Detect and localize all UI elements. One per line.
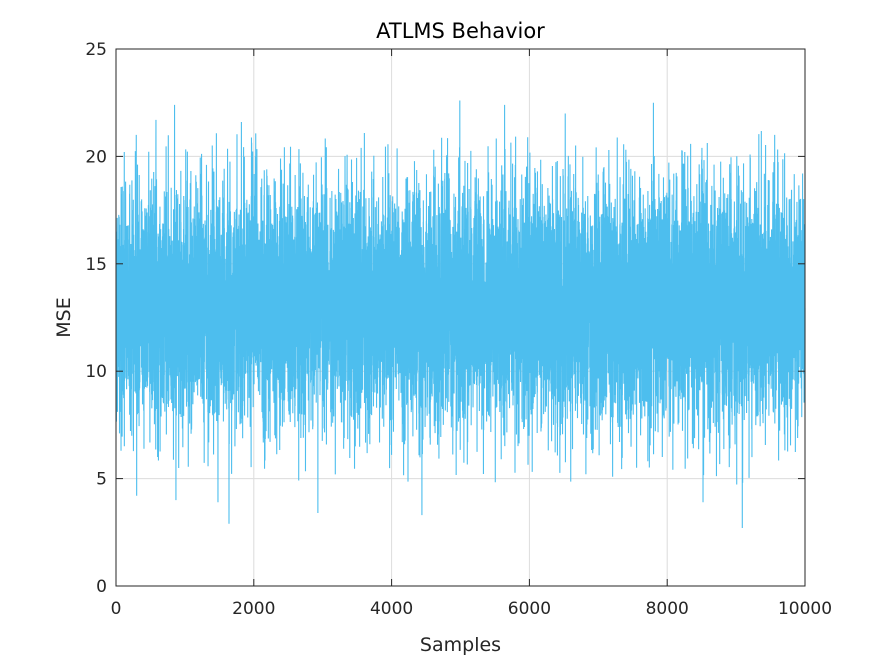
x-tick-label: 4000 bbox=[370, 599, 413, 619]
series-layer bbox=[115, 100, 806, 529]
x-tick-label: 6000 bbox=[508, 599, 551, 619]
chart-title: ATLMS Behavior bbox=[376, 19, 545, 43]
axes-frame bbox=[115, 48, 806, 587]
y-tick-label: 20 bbox=[85, 147, 107, 167]
x-tick-label: 0 bbox=[111, 599, 122, 619]
x-axis-label: Samples bbox=[420, 634, 501, 656]
y-tick-label: 15 bbox=[85, 255, 107, 275]
y-axis-label: MSE bbox=[53, 297, 75, 337]
axis-ticks: 0 2000 4000 6000 8000 10000 0 5 10 15 20 25 bbox=[85, 40, 832, 619]
y-tick-label: 10 bbox=[85, 362, 107, 382]
y-tick-label: 0 bbox=[96, 577, 107, 597]
series-line-mse bbox=[115, 100, 806, 529]
x-tick-label: 2000 bbox=[232, 599, 275, 619]
x-tick-label: 8000 bbox=[646, 599, 689, 619]
y-tick-label: 5 bbox=[96, 470, 107, 490]
y-tick-label: 25 bbox=[85, 40, 107, 60]
x-tick-label: 10000 bbox=[778, 599, 832, 619]
